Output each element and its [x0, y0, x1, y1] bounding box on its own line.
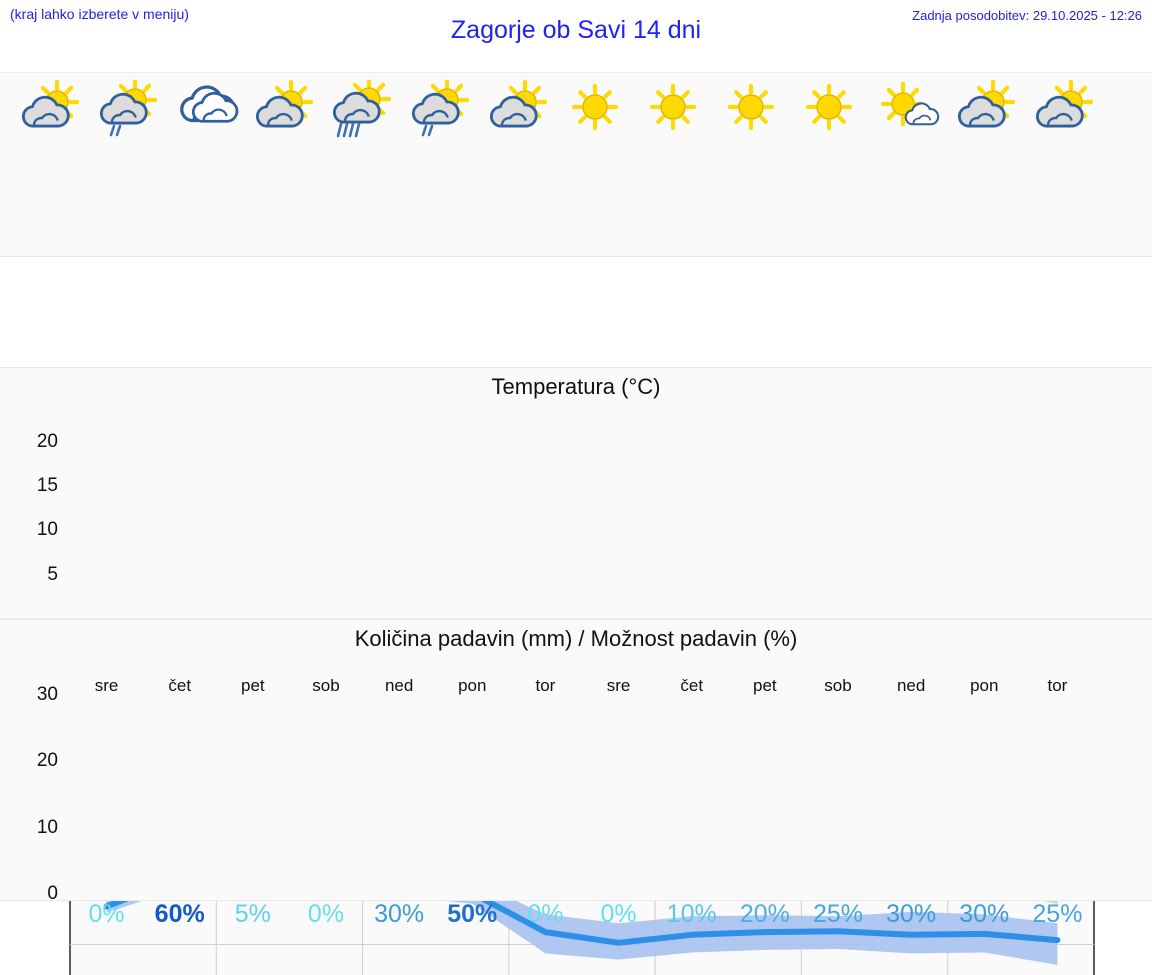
sun-icon: [634, 81, 712, 137]
day-column[interactable]: [634, 73, 712, 256]
precipitation-x-day-label: sre: [606, 676, 631, 695]
cloud-icon: [166, 81, 244, 137]
precipitation-probability-label: 0%: [600, 900, 637, 928]
precipitation-x-day-label: tor: [535, 676, 556, 695]
sun-cloud-icon: [946, 80, 1024, 137]
precipitation-x-day-label: tor: [1047, 676, 1068, 695]
precipitation-x-day-label: sre: [94, 676, 119, 695]
precipitation-probability-label: 25%: [1032, 900, 1083, 928]
sun-cloud-icon: [244, 80, 322, 137]
precipitation-y-tick: 20: [36, 750, 58, 772]
precipitation-y-tick: 0: [47, 883, 58, 904]
precipitation-probability-label: 30%: [959, 900, 1010, 928]
precipitation-probability-label: 50%: [447, 900, 498, 928]
precipitation-probability-label: 30%: [374, 900, 425, 928]
precipitation-x-day-label: pon: [458, 676, 487, 695]
temperature-chart-section: Temperatura (°C) © vreme.us & vreme.pro: [0, 367, 1152, 975]
daily-forecast-strip: [0, 72, 1152, 257]
sun-icon: [556, 81, 634, 137]
sun-icon: [790, 81, 868, 137]
precipitation-probability-label: 60%: [154, 900, 205, 928]
precipitation-probability-label: 30%: [886, 900, 937, 928]
day-column[interactable]: [556, 73, 634, 256]
temperature-y-tick: 5: [47, 563, 58, 585]
temperature-chart-title: Temperatura (°C): [491, 374, 661, 399]
day-column[interactable]: [400, 73, 478, 256]
precipitation-chart-title: Količina padavin (mm) / Možnost padavin …: [354, 626, 798, 651]
precipitation-x-day-label: pet: [753, 676, 777, 695]
page-title: Zagorje ob Savi 14 dni: [450, 16, 702, 44]
day-column[interactable]: [88, 73, 166, 256]
sun-small-cloud-icon: [868, 81, 946, 137]
day-column[interactable]: [1024, 73, 1102, 256]
precipitation-probability-label: 10%: [666, 900, 717, 928]
sun-cloud-rain-icon: [322, 80, 400, 138]
precipitation-probability-label: 0%: [527, 900, 564, 928]
day-column[interactable]: [478, 73, 556, 256]
spacer-region: [0, 257, 1152, 367]
precipitation-x-day-label: čet: [680, 676, 704, 695]
precipitation-y-tick: 30: [36, 684, 58, 705]
precipitation-probability-label: 0%: [307, 900, 345, 928]
precipitation-x-day-label: sob: [824, 676, 852, 695]
precipitation-probability-label: 0%: [88, 900, 125, 928]
sun-cloud-light-rain-icon: [400, 80, 478, 137]
precipitation-x-day-label: čet: [168, 676, 192, 695]
precipitation-x-day-label: ned: [384, 676, 414, 695]
day-column[interactable]: [244, 73, 322, 256]
precipitation-y-tick: 10: [36, 816, 58, 838]
precipitation-x-day-label: ned: [896, 676, 926, 695]
day-column[interactable]: [10, 73, 88, 256]
precipitation-probability-label: 5%: [234, 900, 271, 928]
sun-cloud-icon: [1024, 80, 1102, 137]
page-header: (kraj lahko izberete v meniju) Zagorje o…: [0, 0, 1152, 72]
precipitation-x-day-label: pon: [970, 676, 999, 695]
precipitation-probability-label: 25%: [812, 900, 864, 928]
sun-cloud-light-rain-icon: [88, 80, 166, 137]
last-updated-label: Zadnja posodobitev: 29.10.2025 - 12:26: [912, 8, 1142, 23]
precipitation-x-day-label: pet: [241, 676, 265, 695]
temperature-y-tick: 15: [36, 474, 58, 496]
precipitation-probability-label: 20%: [739, 900, 790, 928]
sun-icon: [712, 81, 790, 137]
day-column[interactable]: [322, 73, 400, 256]
day-column[interactable]: [790, 73, 868, 256]
menu-note[interactable]: (kraj lahko izberete v meniju): [10, 6, 189, 22]
day-column[interactable]: [166, 73, 244, 256]
precipitation-x-day-label: sob: [312, 676, 340, 695]
temperature-y-tick: 10: [36, 519, 58, 541]
day-column[interactable]: [868, 73, 946, 256]
sun-cloud-icon: [478, 80, 556, 137]
precipitation-chart-section: Količina padavin (mm) / Možnost padavin …: [0, 619, 1152, 901]
sun-cloud-icon: [10, 80, 88, 137]
day-column[interactable]: [712, 73, 790, 256]
day-column[interactable]: [946, 73, 1024, 256]
temperature-y-tick: 20: [36, 430, 58, 452]
